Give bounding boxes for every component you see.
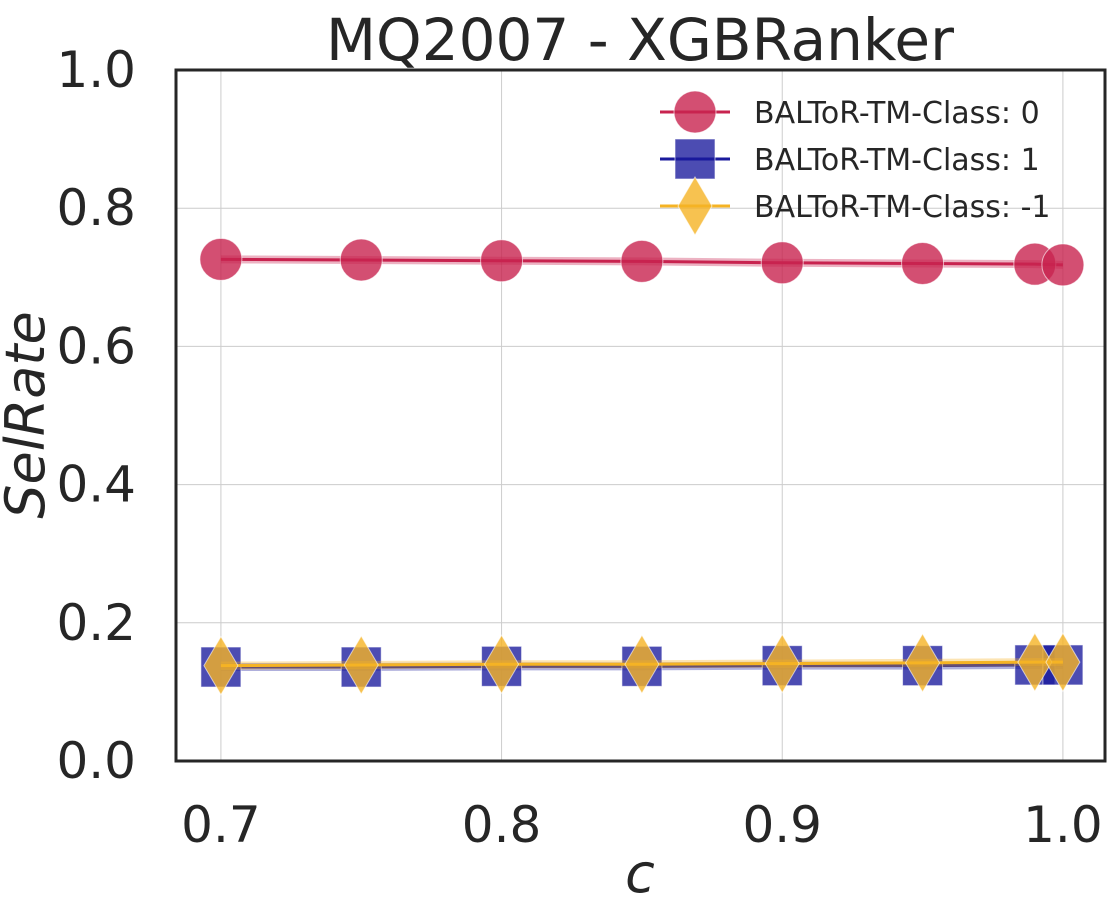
- data-point: [901, 241, 945, 285]
- x-tick-label: 0.8: [462, 796, 542, 854]
- x-tick-label: 1.0: [1023, 796, 1103, 854]
- data-point: [904, 632, 941, 693]
- legend-marker: [677, 176, 713, 236]
- data-point: [624, 634, 660, 695]
- y-axis-label: SelRate: [0, 311, 57, 519]
- data-point: [1017, 632, 1053, 693]
- plot-area: [199, 237, 1085, 696]
- legend-marker: [673, 90, 717, 134]
- data-point: [760, 241, 804, 285]
- y-tick-label: 0.2: [56, 594, 136, 652]
- data-point: [339, 238, 383, 282]
- series-0: [199, 237, 1085, 287]
- y-tick-label: 1.0: [56, 41, 136, 99]
- legend-item: BALToR-TM-Class: 0: [660, 90, 1040, 134]
- x-tick-label: 0.7: [181, 796, 261, 854]
- data-point: [483, 634, 520, 695]
- x-axis-label: c: [625, 842, 655, 905]
- x-tick-label: 0.9: [742, 796, 822, 854]
- y-tick-label: 0.4: [56, 456, 136, 514]
- y-axis: 0.0 0.2 0.4 0.6 0.8 1.0: [56, 41, 136, 790]
- data-point: [764, 633, 800, 694]
- y-tick-label: 0.6: [56, 317, 136, 375]
- legend-label: BALToR-TM-Class: -1: [754, 190, 1050, 225]
- data-point: [480, 239, 524, 283]
- chart-title: MQ2007 - XGBRanker: [326, 6, 954, 74]
- legend-label: BALToR-TM-Class: 1: [754, 143, 1040, 178]
- legend-marker: [674, 138, 716, 180]
- y-tick-label: 0.8: [56, 179, 136, 237]
- data-point: [199, 237, 243, 281]
- data-point: [203, 635, 239, 696]
- data-point: [620, 239, 664, 283]
- data-point: [1045, 632, 1081, 693]
- data-point: [343, 634, 379, 695]
- plot-frame: [174, 68, 1107, 763]
- series-2: [203, 632, 1081, 696]
- x-axis: 0.7 0.8 0.9 1.0: [181, 796, 1103, 854]
- series-line: [220, 660, 1063, 668]
- data-point: [1041, 243, 1085, 287]
- legend-label: BALToR-TM-Class: 0: [754, 96, 1040, 131]
- legend-item: BALToR-TM-Class: 1: [660, 138, 1040, 180]
- legend: BALToR-TM-Class: 0 BALToR-TM-Class: 1 BALT…: [660, 90, 1050, 236]
- y-tick-label: 0.0: [56, 732, 136, 790]
- legend-item: BALToR-TM-Class: -1: [660, 176, 1050, 236]
